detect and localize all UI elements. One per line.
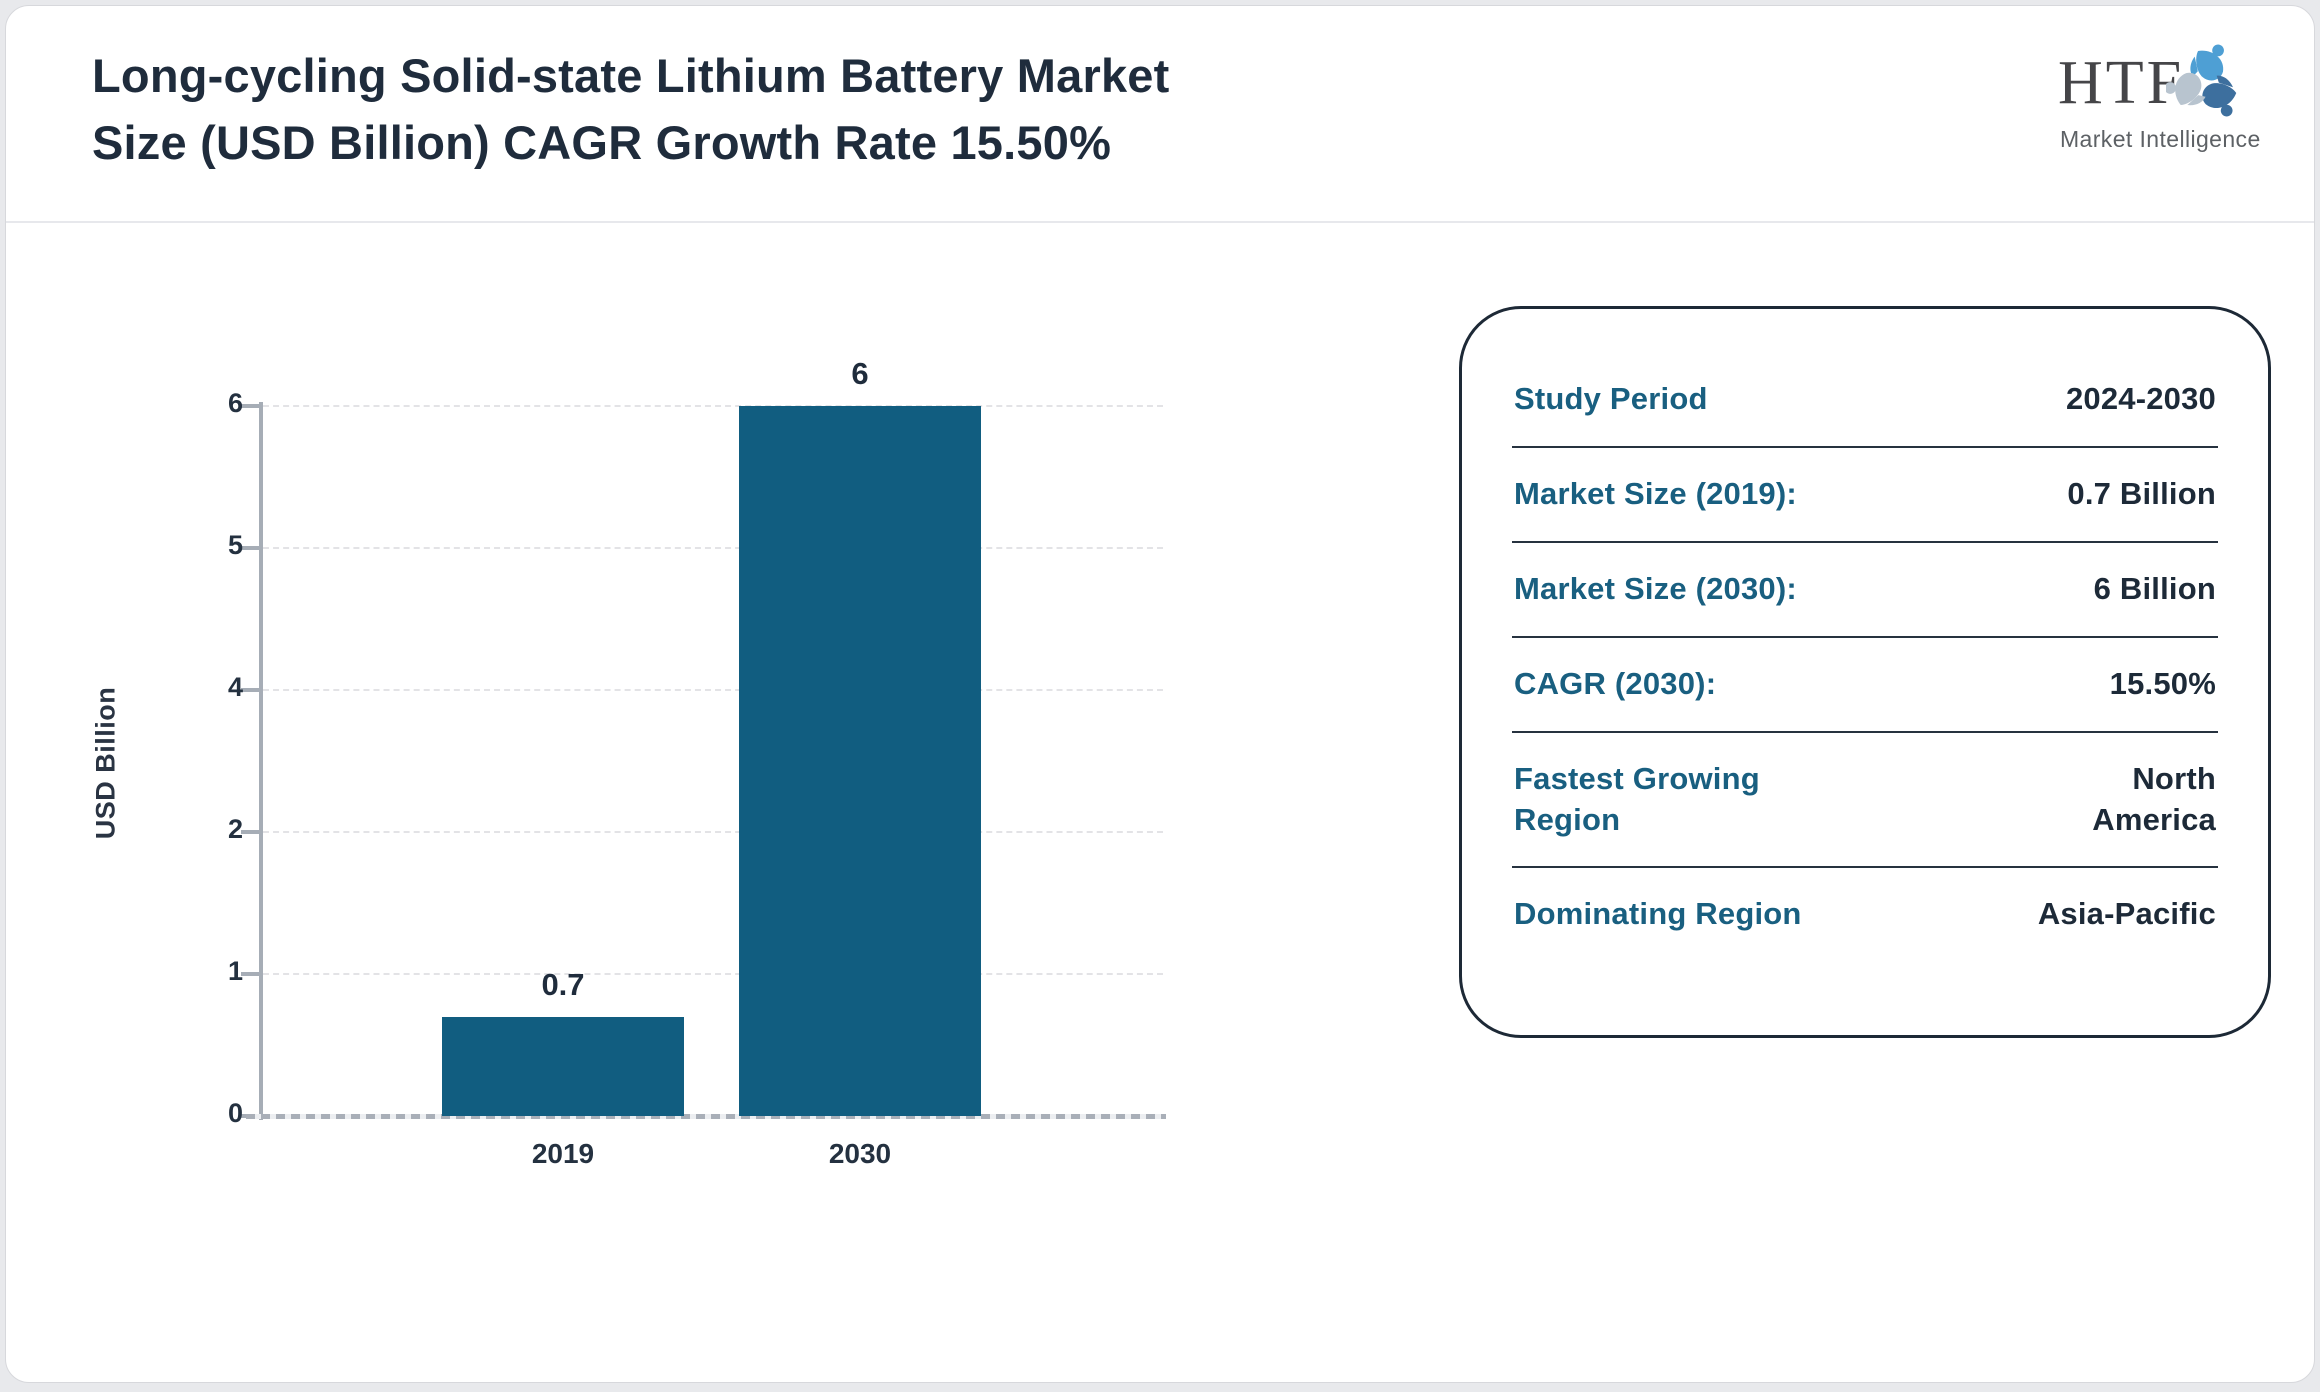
summary-row-label: CAGR (2030): <box>1514 665 1717 701</box>
summary-row-label: Dominating Region <box>1514 896 1802 932</box>
summary-row-value: 6 Billion <box>2093 570 2216 606</box>
x-axis-line <box>246 1114 1166 1119</box>
bar-value-label: 6 <box>851 356 869 391</box>
summary-row-label: Study Period <box>1514 381 1708 416</box>
y-tick-label: 6 <box>227 388 243 418</box>
htf-logo: HTF <box>2058 40 2288 170</box>
bar-2019 <box>442 1017 684 1116</box>
y-tick-mark <box>241 546 259 550</box>
y-tick-label: 2 <box>227 814 243 844</box>
summary-row-value: Asia-Pacific <box>2037 896 2216 932</box>
y-tick-mark <box>241 404 259 408</box>
summary-row-value: 0.7 Billion <box>2067 475 2216 511</box>
page-title-line2: Size (USD Billion) CAGR Growth Rate 15.5… <box>92 116 1112 170</box>
summary-row-label: Market Size (2030): <box>1514 570 1797 606</box>
htf-logo-text: HTF <box>2058 49 2185 117</box>
summary-row-value: 2024-2030 <box>2065 381 2216 416</box>
summary-row-4: Fastest Growing Region North America <box>1512 733 2218 869</box>
summary-row-5: Dominating Region Asia-Pacific <box>1512 868 2218 961</box>
y-tick-label: 5 <box>227 530 243 560</box>
summary-row-value: North America <box>2092 760 2216 837</box>
summary-row-2: Market Size (2030): 6 Billion <box>1512 543 2218 638</box>
content-card: Long-cycling Solid-state Lithium Battery… <box>5 5 2315 1383</box>
market-summary-card: Study Period 2024-2030 Market Size (2019):… <box>1459 306 2271 1038</box>
page-title: Long-cycling Solid-state Lithium Battery… <box>92 42 1492 176</box>
htf-logo-subtext: Market Intelligence <box>2060 126 2261 152</box>
y-tick-mark <box>241 688 259 692</box>
market-summary-rows: Study Period 2024-2030 Market Size (2019):… <box>1512 353 2218 961</box>
y-tick-label: 1 <box>227 956 243 986</box>
x-tick-label: 2019 <box>531 1138 595 1169</box>
summary-row-3: CAGR (2030): 15.50% <box>1512 638 2218 733</box>
y-axis-label: USD Billion <box>90 686 121 840</box>
summary-row-label: Fastest Growing Region <box>1514 760 1760 837</box>
y-tick-mark <box>241 830 259 834</box>
page-title-line1: Long-cycling Solid-state Lithium Battery… <box>92 49 1170 102</box>
summary-row-label: Market Size (2019): <box>1514 475 1797 511</box>
htf-swirl-icon <box>2164 44 2244 127</box>
y-tick-label: 4 <box>227 672 243 702</box>
y-axis-line <box>259 402 263 1120</box>
summary-row-0: Study Period 2024-2030 <box>1512 353 2218 448</box>
bar-2030 <box>739 406 981 1116</box>
summary-row-1: Market Size (2019): 0.7 Billion <box>1512 448 2218 543</box>
bar-value-label: 0.7 <box>541 967 585 1002</box>
y-tick-mark <box>241 972 259 976</box>
y-gridline <box>263 405 1163 407</box>
summary-row-value: 15.50% <box>2109 665 2216 701</box>
header-divider <box>6 221 2314 223</box>
x-tick-label: 2030 <box>828 1138 892 1169</box>
y-gridline <box>263 689 1163 691</box>
y-gridline <box>263 973 1163 975</box>
y-gridline <box>263 547 1163 549</box>
y-gridline <box>263 831 1163 833</box>
y-tick-label: 0 <box>227 1098 243 1128</box>
